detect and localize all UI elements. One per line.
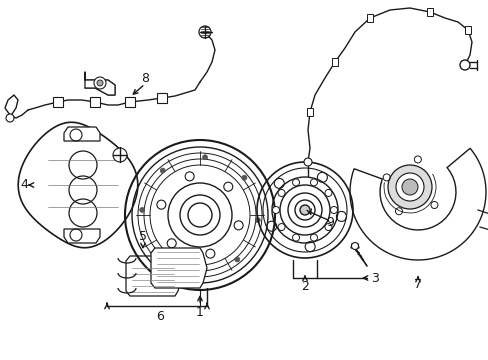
Circle shape (304, 158, 311, 166)
Text: 3: 3 (370, 271, 378, 284)
Circle shape (325, 224, 331, 230)
Text: 5: 5 (139, 230, 147, 243)
Text: 9: 9 (325, 216, 333, 229)
Text: 2: 2 (301, 279, 308, 292)
Bar (331, 58, 337, 66)
Text: 4: 4 (20, 179, 28, 192)
Bar (53, 97, 63, 107)
Polygon shape (126, 256, 182, 296)
Polygon shape (349, 148, 485, 260)
Text: 7: 7 (413, 279, 421, 292)
Bar (90, 97, 100, 107)
Circle shape (255, 217, 260, 222)
Bar (157, 93, 167, 103)
Circle shape (272, 207, 279, 213)
Circle shape (160, 168, 165, 173)
Polygon shape (64, 127, 100, 141)
Circle shape (192, 270, 197, 275)
Circle shape (199, 26, 210, 38)
Text: 1: 1 (196, 306, 203, 320)
Circle shape (395, 173, 423, 201)
Bar (306, 108, 312, 116)
Bar (426, 8, 432, 16)
Text: 6: 6 (156, 310, 163, 323)
Circle shape (459, 60, 469, 70)
Circle shape (325, 189, 331, 197)
Circle shape (153, 250, 158, 255)
Circle shape (234, 257, 239, 262)
Circle shape (401, 179, 417, 195)
Polygon shape (350, 244, 358, 248)
Circle shape (310, 234, 317, 241)
Text: 8: 8 (141, 72, 149, 85)
Polygon shape (85, 72, 115, 95)
Bar (125, 97, 135, 107)
Circle shape (94, 77, 106, 89)
Polygon shape (64, 229, 100, 243)
Circle shape (292, 179, 299, 186)
Circle shape (330, 207, 337, 213)
Circle shape (242, 175, 246, 180)
Polygon shape (151, 248, 206, 288)
Circle shape (278, 189, 285, 197)
Circle shape (292, 234, 299, 241)
Bar (366, 14, 372, 22)
Bar (464, 26, 470, 34)
Circle shape (299, 205, 309, 215)
Circle shape (278, 224, 285, 230)
Circle shape (97, 80, 103, 86)
Circle shape (140, 207, 144, 212)
Circle shape (310, 179, 317, 186)
Circle shape (387, 165, 431, 209)
Circle shape (202, 155, 207, 160)
Circle shape (6, 114, 14, 122)
Circle shape (351, 243, 358, 249)
Circle shape (113, 148, 127, 162)
